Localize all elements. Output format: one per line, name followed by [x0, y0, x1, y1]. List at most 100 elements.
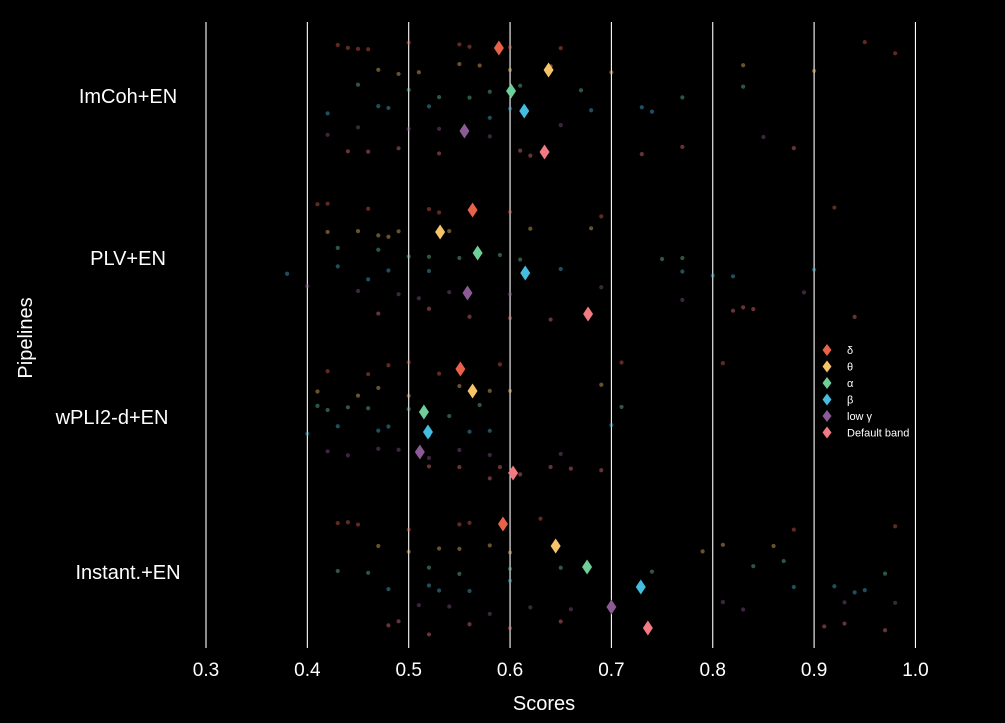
mean-marker-plv-en-x	[472, 245, 483, 261]
score-point-imcoh-en-x-8	[376, 104, 381, 109]
score-point-plv-en-default-band-3	[548, 317, 553, 322]
score-point-wpli2-d-en-x-6	[609, 423, 614, 428]
score-point-wpli2-d-en-low-1	[345, 453, 350, 458]
score-point-wpli2-d-en-x-0	[315, 403, 320, 408]
score-point-plv-en-x-0	[335, 245, 340, 250]
score-point-imcoh-en-x-0	[396, 71, 401, 77]
score-point-imcoh-en-x-7	[507, 106, 513, 111]
score-point-instant-en-x-2	[437, 588, 442, 593]
score-point-wpli2-d-en-x-4	[497, 362, 503, 367]
mean-marker-instant-en-x	[497, 516, 508, 532]
score-point-instant-en-x-3	[406, 527, 411, 532]
individual-points	[284, 39, 898, 637]
score-point-plv-en-default-band-2	[507, 316, 513, 321]
score-point-plv-en-x-8	[812, 267, 817, 272]
score-point-wpli2-d-en-default-band-7	[518, 472, 523, 477]
score-point-instant-en-default-band-5	[822, 624, 827, 629]
score-point-instant-en-x-5	[467, 520, 472, 526]
score-point-plv-en-low-5	[680, 297, 685, 302]
score-point-imcoh-en-x-5	[680, 95, 685, 100]
score-point-imcoh-en-x-0	[345, 45, 350, 50]
score-point-wpli2-d-en-default-band-3	[548, 464, 553, 470]
score-point-instant-en-x-4	[791, 584, 796, 590]
score-point-imcoh-en-x-3	[457, 42, 462, 47]
score-point-wpli2-d-en-x-1	[325, 407, 330, 413]
score-point-imcoh-en-x-10	[335, 42, 340, 48]
score-point-imcoh-en-x-1	[437, 95, 442, 100]
category-labels: ImCoh+EN PLV+EN wPLI2-d+EN Instant.+EN	[55, 86, 181, 584]
score-point-plv-en-x-7	[406, 254, 411, 259]
score-point-instant-en-low-7	[893, 600, 898, 605]
score-point-plv-en-x-2	[366, 206, 371, 211]
score-point-plv-en-x-3	[457, 255, 462, 261]
score-point-plv-en-low-6	[801, 290, 807, 295]
score-point-plv-en-x-5	[680, 269, 685, 274]
score-point-instant-en-x-2	[437, 546, 442, 551]
score-point-imcoh-en-x-6	[862, 39, 867, 45]
score-point-imcoh-en-default-band-0	[366, 149, 371, 154]
score-point-imcoh-en-low-0	[325, 132, 330, 137]
score-point-imcoh-en-x-4	[578, 88, 584, 93]
score-point-plv-en-x-0	[325, 229, 330, 235]
score-point-wpli2-d-en-low-0	[325, 449, 330, 454]
x-tick-label-0-5: 0.5	[395, 660, 421, 681]
score-point-imcoh-en-low-4	[761, 134, 766, 140]
score-point-wpli2-d-en-low-5	[558, 451, 563, 457]
x-tick-label-0-3: 0.3	[193, 660, 219, 681]
score-point-plv-en-default-band-1	[426, 306, 432, 311]
score-point-imcoh-en-x-8	[366, 47, 371, 52]
score-point-imcoh-en-low-3	[558, 123, 563, 128]
score-point-instant-en-x-2	[355, 522, 361, 527]
score-point-wpli2-d-en-x-3	[386, 424, 391, 429]
score-point-instant-en-x-2	[426, 565, 432, 570]
score-point-plv-en-low-2	[396, 292, 401, 297]
score-point-imcoh-en-x-6	[741, 63, 746, 68]
score-point-wpli2-d-en-x-6	[376, 385, 381, 391]
mean-marker-plv-en-low	[462, 285, 473, 301]
score-point-plv-en-x-3	[396, 229, 401, 234]
x-tick-label-0-7: 0.7	[598, 660, 624, 681]
score-point-plv-en-low-0	[305, 283, 310, 289]
score-point-plv-en-x-7	[730, 274, 736, 279]
score-point-plv-en-x-5	[599, 214, 604, 219]
score-point-wpli2-d-en-x-2	[376, 428, 381, 433]
score-point-wpli2-d-en-default-band-4	[568, 466, 573, 471]
legend-label-x: β	[847, 395, 853, 407]
legend-label-x: δ	[847, 345, 853, 357]
score-point-plv-en-x-4	[507, 209, 513, 215]
score-point-imcoh-en-x-3	[518, 83, 523, 88]
score-point-imcoh-en-x-4	[507, 45, 513, 50]
score-point-wpli2-d-en-low-4	[487, 452, 492, 458]
x-tick-labels: 0.3 0.4 0.5 0.6 0.7 0.8 0.9 1.0	[193, 660, 929, 681]
mean-marker-imcoh-en-low	[459, 123, 470, 139]
score-point-instant-en-x-3	[467, 588, 472, 594]
score-point-imcoh-en-x-1	[355, 46, 361, 51]
score-point-instant-en-x-5	[649, 569, 655, 574]
score-point-imcoh-en-x-5	[558, 45, 563, 51]
score-point-wpli2-d-en-x-3	[406, 407, 411, 412]
score-point-instant-en-x-6	[720, 542, 725, 547]
score-point-wpli2-d-en-low-3	[426, 455, 432, 461]
score-point-imcoh-en-x-4	[589, 108, 594, 113]
mean-marker-plv-en-default-band	[583, 306, 594, 322]
score-point-plv-en-x-1	[376, 247, 381, 252]
score-point-plv-en-x-3	[426, 268, 432, 274]
score-point-plv-en-x-0	[284, 271, 290, 276]
score-point-instant-en-low-8	[528, 605, 533, 610]
score-point-imcoh-en-x-3	[507, 67, 513, 73]
score-point-imcoh-en-x-7	[893, 51, 898, 56]
mean-marker-plv-en-x	[467, 202, 478, 218]
score-point-instant-en-x-1	[426, 583, 432, 588]
score-point-instant-en-default-band-6	[842, 621, 847, 626]
score-point-wpli2-d-en-x-2	[406, 393, 411, 398]
score-point-instant-en-x-7	[791, 527, 796, 532]
category-label-instant-en: Instant.+EN	[75, 562, 180, 584]
mean-marker-plv-en-x	[520, 265, 531, 281]
score-point-plv-en-x-9	[366, 277, 371, 282]
score-point-imcoh-en-x-2	[457, 61, 462, 67]
score-point-imcoh-en-x-1	[416, 70, 421, 75]
score-point-plv-en-x-5	[659, 256, 665, 262]
score-point-plv-en-default-band-6	[751, 307, 756, 312]
